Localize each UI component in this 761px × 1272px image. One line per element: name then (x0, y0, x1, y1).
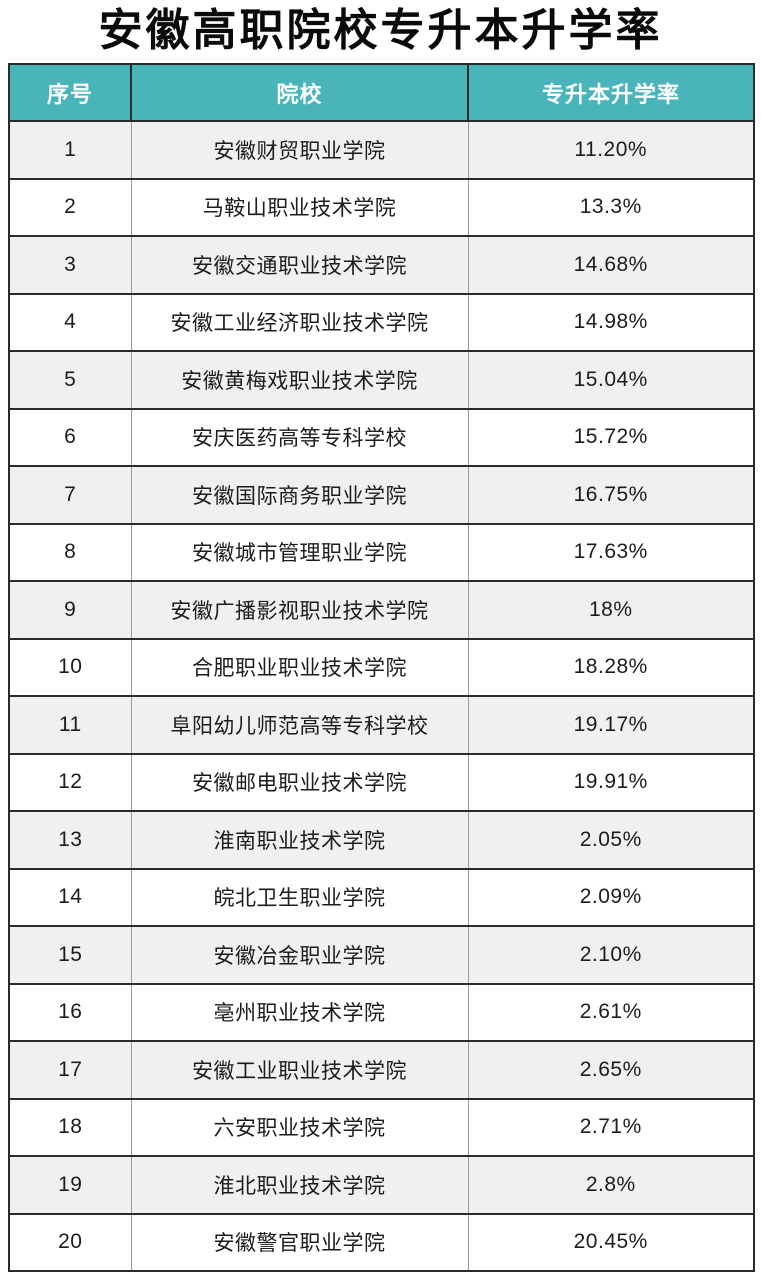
rate-value-cell: 15.72% (467, 407, 755, 467)
table-row: 17 安徽工业职业技术学院 2.65% (8, 1040, 755, 1100)
school-name-cell: 安徽黄梅戏职业技术学院 (130, 350, 469, 410)
rate-value-cell: 16.75% (467, 465, 755, 525)
row-index-cell: 18 (8, 1097, 132, 1157)
row-index-cell: 15 (8, 925, 132, 985)
rate-value-cell: 2.65% (467, 1040, 755, 1100)
row-index-cell: 20 (8, 1212, 132, 1272)
rate-value-cell: 19.91% (467, 752, 755, 812)
table-row: 19 淮北职业技术学院 2.8% (8, 1155, 755, 1215)
table-row: 8 安徽城市管理职业学院 17.63% (8, 522, 755, 582)
school-name-cell: 安徽城市管理职业学院 (130, 522, 469, 582)
rate-value-cell: 14.68% (467, 235, 755, 295)
rate-value-cell: 14.98% (467, 292, 755, 352)
rate-value-cell: 2.8% (467, 1155, 755, 1215)
row-index-cell: 19 (8, 1155, 132, 1215)
table-row: 3 安徽交通职业技术学院 14.68% (8, 235, 755, 295)
row-index-cell: 4 (8, 292, 132, 352)
page-title: 安徽高职院校专升本升学率 (98, 6, 663, 55)
school-name-cell: 安徽冶金职业学院 (130, 925, 469, 985)
row-index-cell: 16 (8, 982, 132, 1042)
rate-value-cell: 2.71% (467, 1097, 755, 1157)
row-index-cell: 1 (8, 120, 132, 180)
rate-value-cell: 2.10% (467, 925, 755, 985)
row-index-cell: 5 (8, 350, 132, 410)
table-header-row: 序号 院校 专升本升学率 (8, 63, 755, 122)
rate-value-cell: 15.04% (467, 350, 755, 410)
rate-value-cell: 19.17% (467, 695, 755, 755)
rate-value-cell: 17.63% (467, 522, 755, 582)
school-name-cell: 安徽工业职业技术学院 (130, 1040, 469, 1100)
rate-value-cell: 2.09% (467, 867, 755, 927)
rate-value-cell: 18% (467, 580, 755, 640)
rate-value-cell: 13.3% (467, 177, 755, 237)
school-name-cell: 安徽交通职业技术学院 (130, 235, 469, 295)
row-index-cell: 11 (8, 695, 132, 755)
row-index-cell: 8 (8, 522, 132, 582)
table-row: 7 安徽国际商务职业学院 16.75% (8, 465, 755, 525)
table-row: 18 六安职业技术学院 2.71% (8, 1097, 755, 1157)
table-row: 9 安徽广播影视职业技术学院 18% (8, 580, 755, 640)
table-row: 11 阜阳幼儿师范高等专科学校 19.17% (8, 695, 755, 755)
row-index-cell: 17 (8, 1040, 132, 1100)
school-name-cell: 安徽广播影视职业技术学院 (130, 580, 469, 640)
rate-value-cell: 20.45% (467, 1212, 755, 1272)
school-name-cell: 安徽财贸职业学院 (130, 120, 469, 180)
rate-value-cell: 11.20% (467, 120, 755, 180)
rate-value-cell: 2.05% (467, 810, 755, 870)
table-row: 14 皖北卫生职业学院 2.09% (8, 867, 755, 927)
school-name-cell: 合肥职业职业技术学院 (130, 637, 469, 697)
table-row: 13 淮南职业技术学院 2.05% (8, 810, 755, 870)
column-header-school: 院校 (130, 63, 469, 122)
school-name-cell: 皖北卫生职业学院 (130, 867, 469, 927)
rate-value-cell: 18.28% (467, 637, 755, 697)
school-name-cell: 六安职业技术学院 (130, 1097, 469, 1157)
row-index-cell: 6 (8, 407, 132, 467)
table-row: 12 安徽邮电职业技术学院 19.91% (8, 752, 755, 812)
school-name-cell: 淮北职业技术学院 (130, 1155, 469, 1215)
row-index-cell: 14 (8, 867, 132, 927)
table-row: 1 安徽财贸职业学院 11.20% (8, 120, 755, 180)
column-header-index: 序号 (8, 63, 132, 122)
row-index-cell: 2 (8, 177, 132, 237)
table-row: 6 安庆医药高等专科学校 15.72% (8, 407, 755, 467)
rate-value-cell: 2.61% (467, 982, 755, 1042)
school-name-cell: 马鞍山职业技术学院 (130, 177, 469, 237)
school-name-cell: 淮南职业技术学院 (130, 810, 469, 870)
admission-rate-table: 序号 院校 专升本升学率 1 安徽财贸职业学院 11.20% 2 马鞍山职业技术… (8, 63, 755, 1272)
table-row: 20 安徽警官职业学院 20.45% (8, 1212, 755, 1272)
school-name-cell: 安庆医药高等专科学校 (130, 407, 469, 467)
school-name-cell: 安徽国际商务职业学院 (130, 465, 469, 525)
table-row: 4 安徽工业经济职业技术学院 14.98% (8, 292, 755, 352)
school-name-cell: 安徽工业经济职业技术学院 (130, 292, 469, 352)
column-header-rate: 专升本升学率 (467, 63, 755, 122)
school-name-cell: 阜阳幼儿师范高等专科学校 (130, 695, 469, 755)
school-name-cell: 安徽邮电职业技术学院 (130, 752, 469, 812)
school-name-cell: 安徽警官职业学院 (130, 1212, 469, 1272)
table-row: 10 合肥职业职业技术学院 18.28% (8, 637, 755, 697)
table-row: 5 安徽黄梅戏职业技术学院 15.04% (8, 350, 755, 410)
row-index-cell: 10 (8, 637, 132, 697)
row-index-cell: 13 (8, 810, 132, 870)
row-index-cell: 7 (8, 465, 132, 525)
table-row: 16 亳州职业技术学院 2.61% (8, 982, 755, 1042)
row-index-cell: 12 (8, 752, 132, 812)
school-name-cell: 亳州职业技术学院 (130, 982, 469, 1042)
table-row: 2 马鞍山职业技术学院 13.3% (8, 177, 755, 237)
table-row: 15 安徽冶金职业学院 2.10% (8, 925, 755, 985)
row-index-cell: 3 (8, 235, 132, 295)
row-index-cell: 9 (8, 580, 132, 640)
